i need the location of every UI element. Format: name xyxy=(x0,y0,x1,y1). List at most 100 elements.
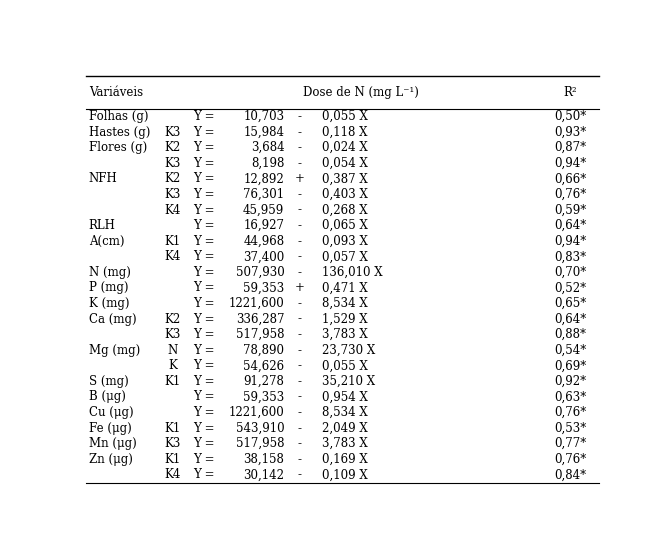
Text: N: N xyxy=(168,344,178,357)
Text: -: - xyxy=(298,391,302,403)
Text: -: - xyxy=(298,328,302,341)
Text: N (mg): N (mg) xyxy=(89,266,130,279)
Text: Y =: Y = xyxy=(193,188,214,201)
Text: K4: K4 xyxy=(164,203,181,216)
Text: 0,118 X: 0,118 X xyxy=(322,125,367,139)
Text: 45,959: 45,959 xyxy=(243,203,285,216)
Text: 0,76*: 0,76* xyxy=(554,406,587,419)
Text: K3: K3 xyxy=(164,328,181,341)
Text: K3: K3 xyxy=(164,437,181,450)
Text: 0,76*: 0,76* xyxy=(554,188,587,201)
Text: Y =: Y = xyxy=(193,282,214,294)
Text: 0,69*: 0,69* xyxy=(554,359,587,372)
Text: 0,471 X: 0,471 X xyxy=(322,282,367,294)
Text: 0,387 X: 0,387 X xyxy=(322,173,367,185)
Text: K (mg): K (mg) xyxy=(89,297,129,310)
Text: 0,109 X: 0,109 X xyxy=(322,469,367,481)
Text: 0,093 X: 0,093 X xyxy=(322,235,367,248)
Text: 0,64*: 0,64* xyxy=(554,312,587,326)
Text: Y =: Y = xyxy=(193,110,214,123)
Text: Y =: Y = xyxy=(193,173,214,185)
Text: -: - xyxy=(298,297,302,310)
Text: Dose de N (mg L⁻¹): Dose de N (mg L⁻¹) xyxy=(303,86,419,99)
Text: 2,049 X: 2,049 X xyxy=(322,421,367,435)
Text: 0,54*: 0,54* xyxy=(554,344,587,357)
Text: Folhas (g): Folhas (g) xyxy=(89,110,148,123)
Text: 0,403 X: 0,403 X xyxy=(322,188,367,201)
Text: S (mg): S (mg) xyxy=(89,375,128,388)
Text: 8,534 X: 8,534 X xyxy=(322,297,367,310)
Text: 0,77*: 0,77* xyxy=(554,437,587,450)
Text: RLH: RLH xyxy=(89,219,116,232)
Text: 0,65*: 0,65* xyxy=(554,297,587,310)
Text: Y =: Y = xyxy=(193,250,214,263)
Text: Y =: Y = xyxy=(193,437,214,450)
Text: 37,400: 37,400 xyxy=(243,250,285,263)
Text: 59,353: 59,353 xyxy=(243,282,285,294)
Text: K2: K2 xyxy=(164,173,180,185)
Text: -: - xyxy=(298,312,302,326)
Text: 3,783 X: 3,783 X xyxy=(322,328,367,341)
Text: 44,968: 44,968 xyxy=(243,235,285,248)
Text: Fe (μg): Fe (μg) xyxy=(89,421,132,435)
Text: R²: R² xyxy=(563,86,577,99)
Text: 0,94*: 0,94* xyxy=(554,235,587,248)
Text: -: - xyxy=(298,469,302,481)
Text: 0,63*: 0,63* xyxy=(554,391,587,403)
Text: K3: K3 xyxy=(164,157,181,170)
Text: Y =: Y = xyxy=(193,406,214,419)
Text: 10,703: 10,703 xyxy=(243,110,285,123)
Text: Y =: Y = xyxy=(193,219,214,232)
Text: K4: K4 xyxy=(164,250,181,263)
Text: -: - xyxy=(298,406,302,419)
Text: 0,83*: 0,83* xyxy=(554,250,587,263)
Text: 30,142: 30,142 xyxy=(243,469,285,481)
Text: 16,927: 16,927 xyxy=(243,219,285,232)
Text: K: K xyxy=(168,359,177,372)
Text: Flores (g): Flores (g) xyxy=(89,141,147,154)
Text: -: - xyxy=(298,188,302,201)
Text: Y =: Y = xyxy=(193,328,214,341)
Text: K1: K1 xyxy=(164,235,180,248)
Text: 15,984: 15,984 xyxy=(243,125,285,139)
Text: K1: K1 xyxy=(164,453,180,466)
Text: P (mg): P (mg) xyxy=(89,282,128,294)
Text: Ca (mg): Ca (mg) xyxy=(89,312,136,326)
Text: 0,024 X: 0,024 X xyxy=(322,141,367,154)
Text: 0,94*: 0,94* xyxy=(554,157,587,170)
Text: Y =: Y = xyxy=(193,157,214,170)
Text: 0,87*: 0,87* xyxy=(554,141,587,154)
Text: 507,930: 507,930 xyxy=(236,266,285,279)
Text: -: - xyxy=(298,235,302,248)
Text: +: + xyxy=(295,173,305,185)
Text: 0,055 X: 0,055 X xyxy=(322,110,367,123)
Text: Mn (μg): Mn (μg) xyxy=(89,437,136,450)
Text: Y =: Y = xyxy=(193,453,214,466)
Text: 0,057 X: 0,057 X xyxy=(322,250,367,263)
Text: 336,287: 336,287 xyxy=(236,312,285,326)
Text: Y =: Y = xyxy=(193,141,214,154)
Text: K2: K2 xyxy=(164,141,180,154)
Text: Hastes (g): Hastes (g) xyxy=(89,125,150,139)
Text: -: - xyxy=(298,219,302,232)
Text: Y =: Y = xyxy=(193,421,214,435)
Text: -: - xyxy=(298,437,302,450)
Text: -: - xyxy=(298,266,302,279)
Text: -: - xyxy=(298,421,302,435)
Text: K3: K3 xyxy=(164,125,181,139)
Text: 0,53*: 0,53* xyxy=(554,421,587,435)
Text: 35,210 X: 35,210 X xyxy=(322,375,375,388)
Text: -: - xyxy=(298,250,302,263)
Text: Zn (μg): Zn (μg) xyxy=(89,453,132,466)
Text: 78,890: 78,890 xyxy=(243,344,285,357)
Text: B (μg): B (μg) xyxy=(89,391,126,403)
Text: 0,054 X: 0,054 X xyxy=(322,157,367,170)
Text: 54,626: 54,626 xyxy=(243,359,285,372)
Text: -: - xyxy=(298,453,302,466)
Text: 0,169 X: 0,169 X xyxy=(322,453,367,466)
Text: 8,198: 8,198 xyxy=(251,157,285,170)
Text: 0,52*: 0,52* xyxy=(554,282,587,294)
Text: Mg (mg): Mg (mg) xyxy=(89,344,140,357)
Text: 0,055 X: 0,055 X xyxy=(322,359,367,372)
Text: K4: K4 xyxy=(164,469,181,481)
